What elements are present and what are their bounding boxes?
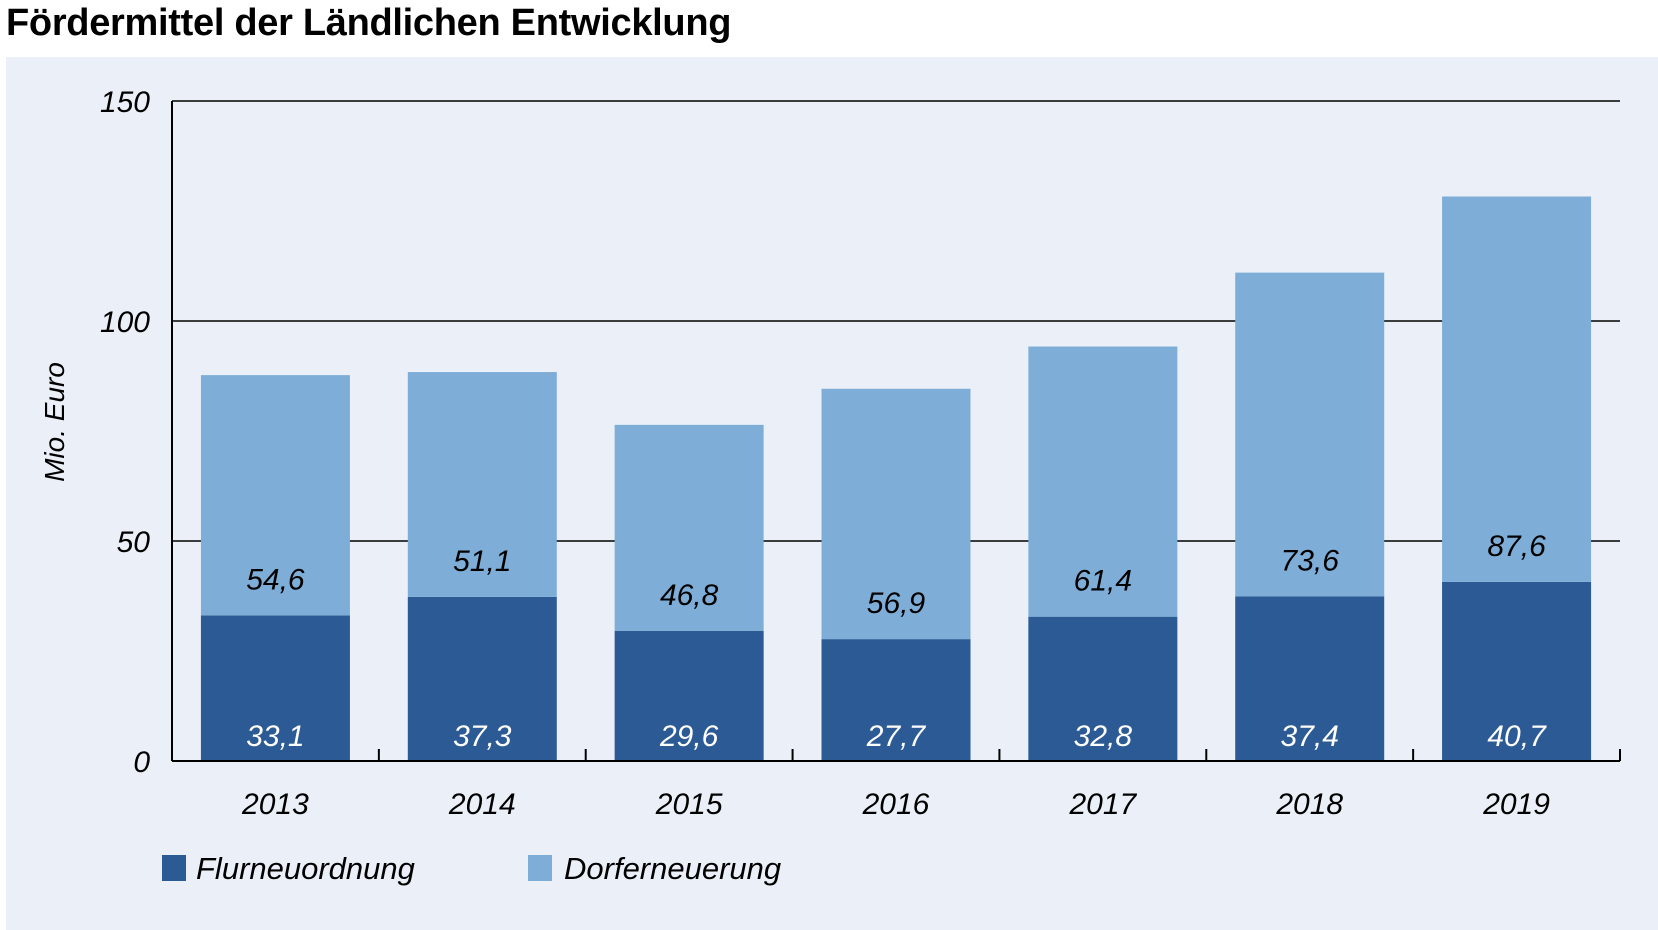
axis-layer: 0 50 100 150 2013 2014 2015 2016 2017 2018 2019 [100,86,1621,821]
data-label-flurneuordnung-2013: 33,1 [246,720,304,753]
bar-dorferneuerung-2018 [1235,272,1385,597]
x-tick-label-2019: 2019 [1482,788,1550,821]
data-label-flurneuordnung-2014: 37,3 [453,720,512,753]
legend-swatch-flurneuordnung [162,855,186,881]
data-label-dorferneuerung-2018: 73,6 [1281,544,1340,577]
legend: Flurneuordnung Dorferneuerung [162,851,781,886]
legend-label-dorferneuerung: Dorferneuerung [564,851,781,886]
bar-dorferneuerung-2013 [200,375,350,616]
bar-dorferneuerung-2014 [407,372,557,597]
y-axis-label: Mio. Euro [39,362,70,482]
y-tick-label-100: 100 [100,306,150,339]
legend-swatch-dorferneuerung [528,855,552,881]
bar-dorferneuerung-2015 [614,424,764,631]
data-label-flurneuordnung-2019: 40,7 [1487,720,1547,753]
bars-layer [200,196,1592,761]
data-label-dorferneuerung-2016: 56,9 [867,587,926,620]
x-tick-label-2017: 2017 [1068,788,1137,821]
bar-dorferneuerung-2016 [821,388,971,640]
bar-flurneuordnung-2015 [614,630,764,761]
data-label-flurneuordnung-2017: 32,8 [1074,720,1133,753]
bar-flurneuordnung-2017 [1028,616,1178,761]
y-tick-label-0: 0 [133,746,150,779]
x-tick-label-2018: 2018 [1275,788,1343,821]
x-tick-label-2015: 2015 [655,788,723,821]
bar-flurneuordnung-2014 [407,596,557,761]
legend-label-flurneuordnung: Flurneuordnung [196,851,415,886]
bar-flurneuordnung-2013 [200,615,350,761]
y-tick-label-150: 150 [100,86,150,119]
x-tick-label-2013: 2013 [241,788,309,821]
bar-flurneuordnung-2019 [1442,581,1592,761]
data-label-flurneuordnung-2018: 37,4 [1281,720,1339,753]
bar-dorferneuerung-2019 [1442,196,1592,582]
y-tick-label-50: 50 [117,526,151,559]
data-label-dorferneuerung-2014: 51,1 [453,545,511,578]
bar-flurneuordnung-2016 [821,639,971,761]
bar-dorferneuerung-2017 [1028,346,1178,617]
data-label-dorferneuerung-2019: 87,6 [1487,530,1546,563]
data-label-dorferneuerung-2015: 46,8 [660,579,719,612]
data-label-dorferneuerung-2017: 61,4 [1074,565,1132,598]
data-label-flurneuordnung-2015: 29,6 [659,720,719,753]
chart-title: Fördermittel der Ländlichen Entwicklung [6,2,732,44]
x-tick-label-2014: 2014 [448,788,516,821]
data-label-dorferneuerung-2013: 54,6 [246,563,305,596]
labels-layer: 33,1 54,6 37,3 51,1 29,6 46,8 27,7 56,9 32,8 61,4… [246,530,1547,753]
data-label-flurneuordnung-2016: 27,7 [866,720,927,753]
x-tick-label-2016: 2016 [862,788,930,821]
bar-flurneuordnung-2018 [1235,596,1385,761]
